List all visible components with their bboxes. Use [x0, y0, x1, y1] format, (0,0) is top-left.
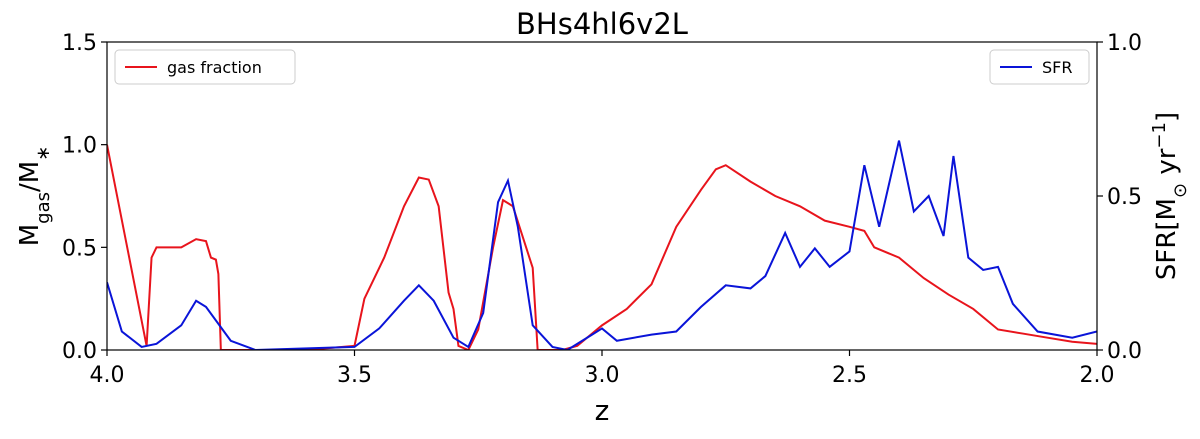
y-axis-label-part: gas: [33, 192, 54, 224]
y-tick-label: 0.0: [62, 339, 97, 364]
y-axis-label-part: M: [15, 224, 45, 246]
y-tick-label: 0.5: [62, 236, 97, 261]
y2-axis-label-part: yr: [1152, 148, 1182, 183]
y-axis-label: Mgas/M∗: [15, 146, 54, 247]
y2-axis-label-part: SFR[M: [1152, 198, 1182, 280]
legend-label: gas fraction: [167, 58, 262, 77]
y2-tick-label: 0.5: [1107, 185, 1142, 210]
legend-box: [114, 49, 296, 85]
x-axis-label: z: [595, 394, 610, 427]
y-axis-label-part: ∗: [33, 146, 54, 161]
x-tick-label: 2.0: [1080, 363, 1115, 388]
plot-frame: [106, 41, 1098, 351]
y2-axis-label-part: −1: [1149, 122, 1170, 149]
x-tick-label: 4.0: [90, 363, 125, 388]
y2-axis-label: SFR[M⊙ yr−1]: [1149, 112, 1191, 280]
legend-box: [989, 49, 1090, 85]
legend: gas fraction: [114, 49, 296, 85]
series-line: [107, 140, 1097, 350]
y2-tick-label: 0.0: [1107, 339, 1142, 364]
chart-title: BHs4hl6v2L: [516, 7, 688, 41]
y-tick-label: 1.5: [62, 31, 97, 56]
y-tick-label: 1.0: [62, 134, 97, 159]
series-line: [107, 144, 1097, 350]
legend-label: SFR: [1042, 58, 1072, 77]
y2-tick-label: 1.0: [1107, 31, 1142, 56]
y2-axis-label-part: ⊙: [1170, 183, 1191, 198]
x-tick-label: 2.5: [832, 363, 867, 388]
x-tick-label: 3.0: [585, 363, 620, 388]
y2-axis-label-part: ]: [1152, 112, 1182, 122]
y-axis-label-part: /M: [15, 161, 45, 192]
x-tick-label: 3.5: [337, 363, 372, 388]
legend: SFR: [989, 49, 1090, 85]
